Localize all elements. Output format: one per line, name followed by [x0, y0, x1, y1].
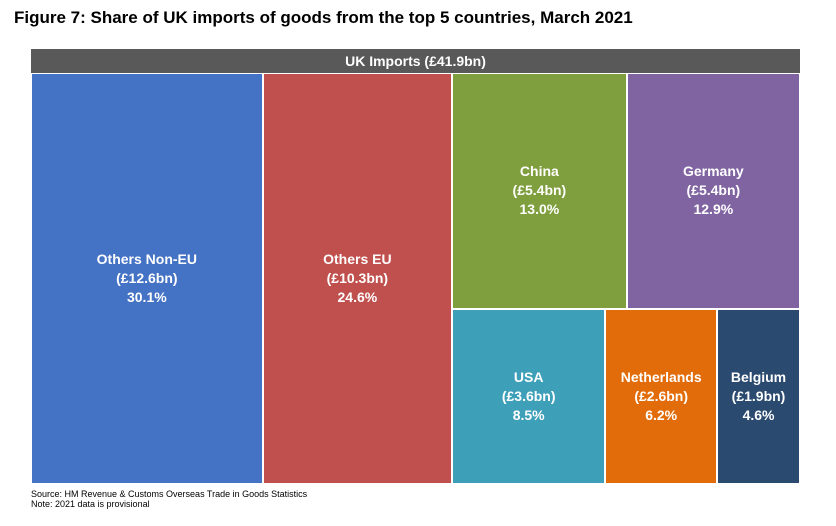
- treemap-label-name: Netherlands: [620, 368, 702, 385]
- treemap-label-value: (£12.6bn): [116, 270, 178, 286]
- treemap-label-value: (£5.4bn): [512, 182, 567, 198]
- treemap-cell-germany: Germany (£5.4bn) 12.9%: [626, 73, 800, 309]
- treemap-label-share: 13.0%: [519, 201, 560, 217]
- treemap-cell-others-eu: Others EU (£10.3bn) 24.6%: [262, 73, 453, 484]
- treemap-cell-usa: USA (£3.6bn) 8.5%: [452, 308, 606, 484]
- treemap-label-name: USA: [513, 368, 544, 385]
- treemap-label-share: 6.2%: [645, 406, 678, 423]
- treemap-label-name: Others EU: [323, 251, 392, 267]
- treemap-label-share: 24.6%: [337, 289, 378, 305]
- treemap-chart: Others Non-EU (£12.6bn) 30.1% Others EU (£10…: [31, 73, 800, 484]
- provisional-note: Note: 2021 data is provisional: [31, 499, 150, 509]
- total-imports-banner: UK Imports (£41.9bn): [31, 49, 800, 73]
- treemap-label-name: China: [519, 163, 559, 179]
- treemap-label-share: 8.5%: [512, 406, 545, 423]
- treemap-cell-netherlands: Netherlands (£2.6bn) 6.2%: [605, 308, 718, 484]
- source-note: Source: HM Revenue & Customs Overseas Tr…: [31, 489, 307, 509]
- treemap-label-value: (£3.6bn): [501, 387, 556, 404]
- treemap-label-name: Belgium: [730, 368, 787, 385]
- treemap-label-share: 4.6%: [742, 406, 775, 423]
- chart-title: Figure 7: Share of UK imports of goods f…: [14, 8, 633, 27]
- treemap-label-name: Germany: [682, 163, 744, 179]
- treemap-cell-china: China (£5.4bn) 13.0%: [452, 73, 627, 309]
- treemap-label-value: (£2.6bn): [634, 387, 689, 404]
- source-line: Source: HM Revenue & Customs Overseas Tr…: [31, 489, 308, 499]
- treemap-label-value: (£1.9bn): [731, 387, 786, 404]
- treemap-label-share: 12.9%: [693, 201, 734, 217]
- treemap-label-value: (£10.3bn): [326, 270, 389, 286]
- treemap-label-share: 30.1%: [126, 289, 167, 305]
- treemap-label-value: (£5.4bn): [686, 182, 741, 198]
- treemap-cell-belgium: Belgium (£1.9bn) 4.6%: [717, 308, 800, 484]
- treemap-label-name: Others Non-EU: [96, 251, 198, 267]
- treemap-cell-others-non-eu: Others Non-EU (£12.6bn) 30.1%: [31, 73, 263, 484]
